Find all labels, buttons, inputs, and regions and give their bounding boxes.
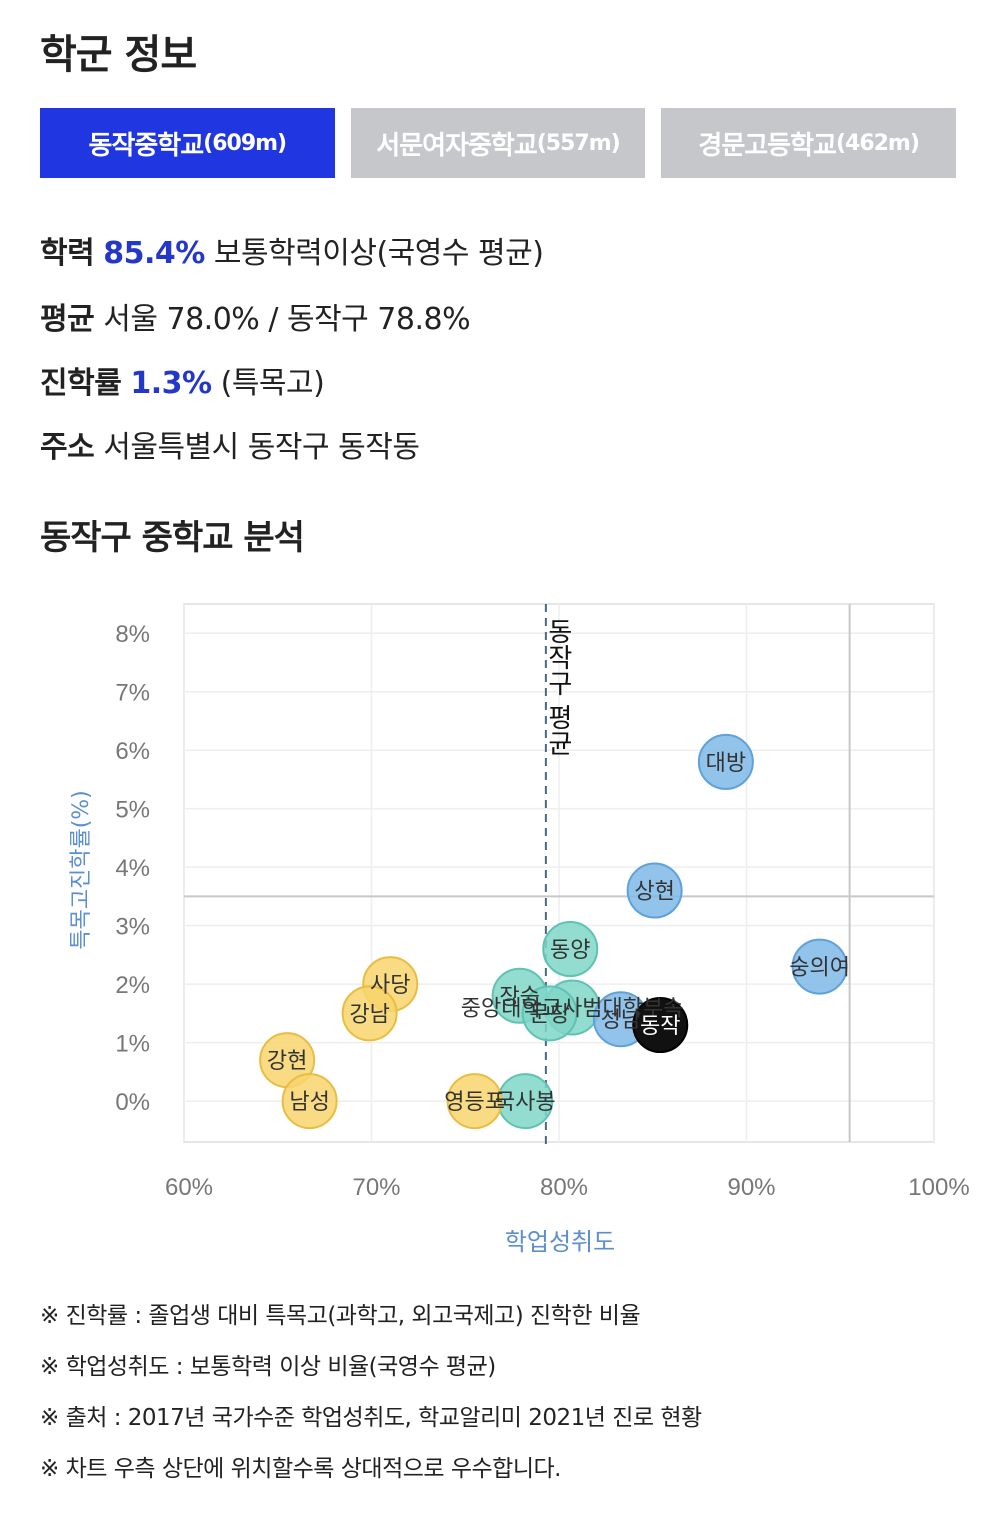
tab-school-2-name: 서문여자중학교 (376, 130, 537, 161)
bubble-상현 (626, 862, 683, 919)
tab-school-3-distance: (462m) (835, 130, 920, 156)
note-4: ※ 차트 우측 상단에 위치할수록 상대적으로 우수합니다. (40, 1456, 561, 1482)
average-text: 서울 78.0% / 동작구 78.8% (103, 302, 471, 337)
info-address: 주소 서울특별시 동작구 동작동 (40, 422, 420, 466)
bubble-label-문창: 문창 (529, 1002, 569, 1027)
bubble-label-남성: 남성 (289, 1090, 329, 1115)
bubble-label-장승: 장승 (499, 985, 539, 1010)
y-tick-label: 1% (115, 1031, 150, 1058)
section-title: 동작구 중학교 분석 (40, 518, 305, 558)
address-text: 서울특별시 동작구 동작동 (103, 430, 420, 465)
school-tabs: 동작중학교 (609m) 서문여자중학교 (557m) 경문고등학교 (462m) (40, 108, 957, 178)
average-label: 평균 (40, 302, 95, 337)
notes: ※ 진학률 : 졸업생 대비 특목고(과학고, 외고국제고) 진학한 비율 ※ … (40, 1296, 702, 1500)
tab-school-3[interactable]: 경문고등학교 (462m) (661, 108, 957, 178)
y-tick-label: 0% (115, 1089, 150, 1116)
y-tick-label: 6% (115, 738, 150, 765)
address-label: 주소 (40, 430, 95, 465)
note-2: ※ 학업성취도 : 보통학력 이상 비율(국영수 평균) (40, 1354, 496, 1380)
x-tick-label: 90% (727, 1174, 775, 1201)
info-achievement: 학력 85.4% 보통학력이상(국영수 평균) (40, 228, 544, 272)
bubble-대방 (697, 733, 754, 790)
tab-school-2-distance: (557m) (536, 130, 621, 156)
info-average: 평균 서울 78.0% / 동작구 78.8% (40, 294, 471, 338)
note-3: ※ 출처 : 2017년 국가수준 학업성취도, 학교알리미 2021년 진로 … (40, 1405, 702, 1431)
bubble-label-상현: 상현 (634, 880, 674, 905)
x-tick-label: 100% (908, 1174, 969, 1201)
tab-school-2[interactable]: 서문여자중학교 (557m) (350, 108, 646, 178)
scatter-chart: 0% 1% 2% 3% 4% 5% 6% 7% 8% 60% 70% 80% 90% 100% 동작구 평균… (69, 603, 970, 1256)
achievement-label: 학력 (40, 236, 95, 271)
advancement-desc: (특목고) (220, 366, 325, 401)
y-tick-label: 7% (115, 680, 150, 707)
bubble-label-영등포: 영등포 (444, 1090, 505, 1115)
x-tick-label: 70% (352, 1174, 400, 1201)
achievement-desc: 보통학력이상(국영수 평균) (213, 236, 544, 271)
bubble-label-강현: 강현 (267, 1049, 307, 1074)
tab-school-3-name: 경문고등학교 (698, 130, 837, 161)
bubble-동양 (542, 921, 599, 978)
tab-school-1-name: 동작중학교 (88, 130, 205, 161)
bubble-동작 (632, 997, 689, 1054)
bubble-문창 (521, 985, 578, 1042)
bubble-남성 (281, 1073, 338, 1130)
bubble-숭의여 (791, 938, 848, 995)
y-tick-label: 8% (115, 621, 150, 648)
advancement-label: 진학률 (40, 366, 122, 401)
note-1: ※ 진학률 : 졸업생 대비 특목고(과학고, 외고국제고) 진학한 비율 (40, 1303, 641, 1329)
bubble-label-동양: 동양 (550, 938, 590, 963)
info-advancement: 진학률 1.3% (특목고) (40, 358, 325, 402)
bubble-label-대방: 대방 (706, 751, 746, 776)
tab-school-1-distance: (609m) (203, 130, 287, 156)
y-tick-label: 3% (115, 914, 150, 941)
x-tick-label: 80% (540, 1174, 588, 1201)
page-title: 학군 정보 (40, 32, 197, 78)
y-tick-label: 5% (115, 797, 150, 824)
y-tick-label: 2% (115, 972, 150, 999)
bubble-강남 (341, 985, 398, 1042)
bubble-label-숭의여: 숭의여 (789, 956, 850, 981)
bubble-label-동작: 동작 (640, 1014, 680, 1039)
bubble-label-강남: 강남 (349, 1002, 389, 1027)
bubble-label-중앙대학교사범대학부속: 중앙대학교사범대학부속 (461, 997, 684, 1022)
bubble-영등포 (446, 1073, 503, 1130)
x-tick-label: 60% (165, 1174, 213, 1201)
bubble-label-성남: 성남 (601, 1008, 641, 1033)
bubble-label-국사봉: 국사봉 (495, 1090, 556, 1115)
advancement-value: 1.3% (130, 366, 212, 401)
y-tick-label: 4% (115, 855, 150, 882)
x-axis-label: 학업성취도 (505, 1228, 615, 1256)
achievement-value: 85.4% (103, 236, 205, 271)
tab-school-1[interactable]: 동작중학교 (609m) (40, 108, 335, 178)
district-average-label: 동작구 평균 (543, 618, 573, 756)
bubble-label-사당: 사당 (370, 973, 410, 998)
y-axis-label: 특목고진학률(%) (69, 790, 94, 950)
